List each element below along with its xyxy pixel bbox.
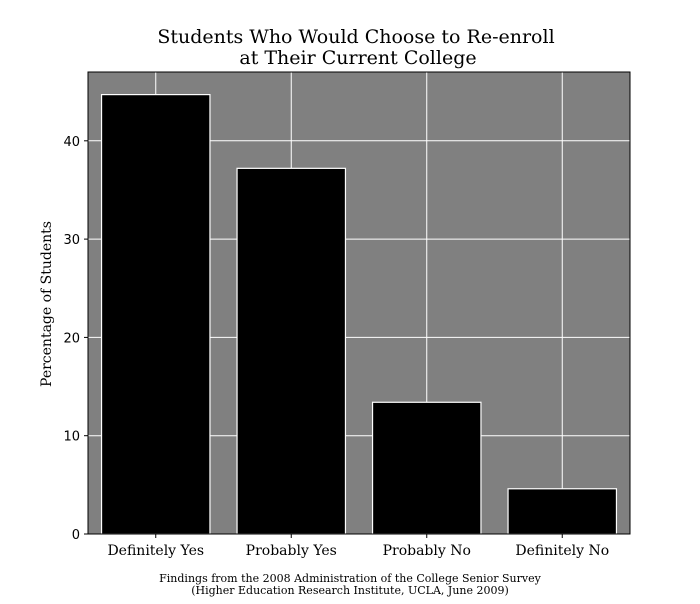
y-tick-label: 30 [63, 233, 80, 248]
bars [100, 94, 618, 535]
plot-frame [87, 71, 631, 535]
x-tick-label: Definitely No [515, 543, 609, 559]
chart-title-line-1: Students Who Would Choose to Re-enroll [157, 26, 554, 48]
y-axis-label: Percentage of Students [39, 221, 55, 387]
y-axis-ticks: 0 10 20 30 40 [63, 135, 88, 543]
y-tick-label: 0 [72, 528, 80, 543]
y-tick-label: 20 [63, 331, 80, 346]
x-tick-label: Definitely Yes [107, 543, 204, 559]
x-axis-ticks: Definitely Yes Probably Yes Probably No Def… [107, 534, 609, 559]
chart-title-line-2: at Their Current College [239, 47, 476, 69]
bar-definitely-no [507, 488, 618, 535]
x-tick-label: Probably Yes [246, 543, 337, 559]
caption-line-2: (Higher Education Research Institute, UC… [191, 584, 509, 597]
bar-definitely-yes [100, 94, 211, 535]
bar-probably-yes [236, 167, 347, 535]
bar-probably-no [371, 401, 482, 535]
x-tick-label: Probably No [383, 543, 471, 559]
y-tick-label: 10 [63, 430, 80, 445]
caption-line-1: Findings from the 2008 Administration of… [159, 572, 541, 585]
y-tick-label: 40 [63, 135, 80, 150]
